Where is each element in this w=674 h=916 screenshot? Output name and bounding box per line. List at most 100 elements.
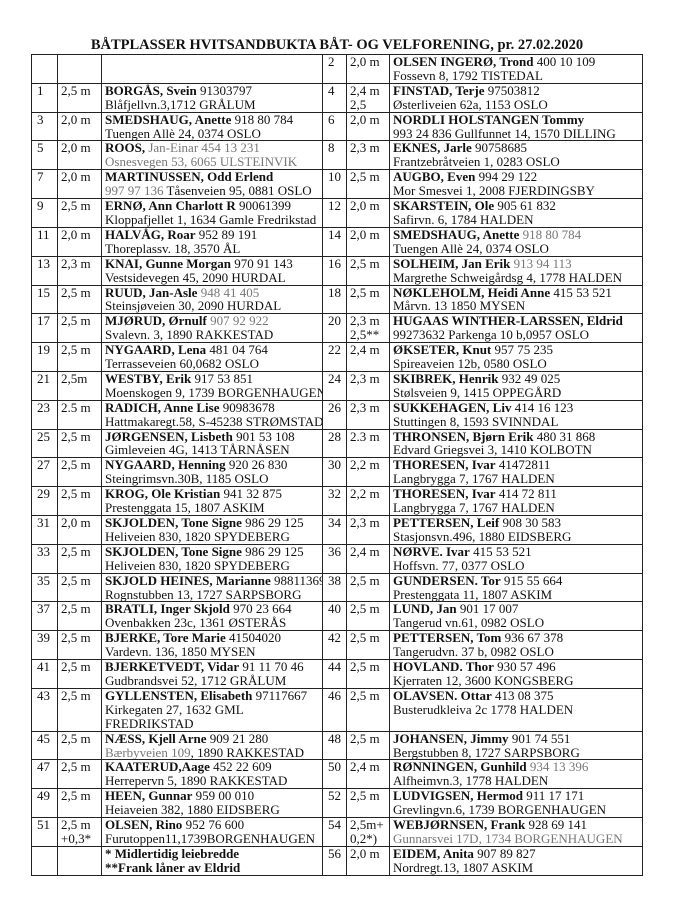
berth-number-cell xyxy=(31,54,58,84)
owner-line: Moenskogen 9, 1739 BORGENHAUGEN xyxy=(105,385,322,399)
owner-detail: Rognstubben 13, 1727 SARPSBORG xyxy=(105,586,302,602)
berth-number: 21 xyxy=(37,371,50,386)
owner-name: KNAI, Gunne Morgan xyxy=(105,256,232,271)
owner-line: Heliveien 830, 1820 SPYDEBERG xyxy=(105,528,319,544)
berth-width-cell: 2,4 m xyxy=(346,342,390,372)
owner-detail: Mor Smesvei 1, 2008 FJERDINGSBY xyxy=(393,183,595,199)
berth-width-cell: 2,5 m xyxy=(346,572,390,603)
berth-number-cell: 32 xyxy=(322,486,347,516)
owner-line: Ovenbakken 23c, 1361 ØSTERÅS xyxy=(105,616,319,630)
owner-detail: Blåfjellvn.3,1712 GRÅLUM xyxy=(105,96,256,112)
owner-line: Thoreplassv. 18, 3570 ÅL xyxy=(105,240,319,256)
owner-line: JOHANSEN, Jimmy 901 74 551 xyxy=(393,732,639,745)
owner-line: Mor Smesvei 1, 2008 FJERDINGSBY xyxy=(393,184,639,198)
owner-line: FREDRIKSTAD xyxy=(105,716,319,730)
owner-cell: SKJOLDEN, Tone Signe 986 29 125 Heliveien… xyxy=(101,515,323,545)
owner-line: Bergstubben 8, 1727 SARPSBORG xyxy=(393,745,639,759)
berth-width-cell: 2,4 m xyxy=(346,759,390,790)
berth-width: 2,4 m xyxy=(350,342,380,358)
owner-name: JØRGENSEN, Lisbeth xyxy=(105,429,233,444)
owner-detail: Osnesvegen 53, 6065 ULSTEINVIK xyxy=(105,154,298,170)
berth-number-cell: 48 xyxy=(322,730,347,761)
berth-width: 2,0 m xyxy=(350,112,380,127)
owner-cell: OLSEN INGERØ, Trond 400 10 109 Fossevn 8,… xyxy=(389,54,643,84)
berth-width: 2,3 m xyxy=(350,515,380,530)
berth-number: 6 xyxy=(328,112,335,127)
berth-number: 2 xyxy=(328,54,335,69)
berth-number: 46 xyxy=(328,688,341,703)
owner-line: Østerliveien 62a, 1153 OSLO xyxy=(393,97,639,111)
owner-line: Heliveien 830, 1820 SPYDEBERG xyxy=(105,558,319,572)
berth-width: 2,5 m xyxy=(61,759,91,775)
owner-line: FINSTAD, Terje 97503812 xyxy=(393,84,639,97)
berth-number: 56 xyxy=(328,846,341,861)
berth-width-cell: 2,0 m xyxy=(346,111,390,142)
owner-name: AUGBO, Even xyxy=(393,169,476,185)
owner-detail: Heliveien 830, 1820 SPYDEBERG xyxy=(105,528,290,544)
berth-width-cell: 2,0 m xyxy=(346,54,390,84)
berth-number: 22 xyxy=(328,342,341,358)
berth-width: 2,5 m xyxy=(61,659,91,675)
owner-line: Langbrygga 7, 1767 HALDEN xyxy=(393,501,639,515)
berth-number-cell: 40 xyxy=(322,601,347,632)
owner-detail: 911 17 171 xyxy=(523,788,585,804)
berth-number: 17 xyxy=(37,313,50,329)
berth-number: 51 xyxy=(37,817,50,833)
owner-line: SMEDSHAUG, Anette 918 80 784 xyxy=(105,113,319,126)
berth-number-cell: 36 xyxy=(322,543,347,574)
owner-line: Gimleveien 4G, 1413 TÅRNÅSEN xyxy=(105,443,319,457)
berth-width-cell: 2,5 m xyxy=(57,759,102,790)
owner-line: Gudbrandsvei 52, 1712 GRÅLUM xyxy=(105,674,319,688)
owner-line: 993 24 836 Gullfunnet 14, 1570 DILLING xyxy=(393,126,639,140)
table-row: 7 2,0 m MARTINUSSEN, Odd Erlend 997 97 136 … xyxy=(31,169,643,200)
berth-number-cell: 43 xyxy=(31,687,58,732)
owner-cell: EIDEM, Anita 907 89 827 Nordregt.13, 1807… xyxy=(389,845,643,876)
berth-width: 2,5 m xyxy=(61,198,91,214)
berth-number: 40 xyxy=(328,601,341,617)
owner-line: Osnesvegen 53, 6065 ULSTEINVIK xyxy=(105,155,319,169)
owner-detail: 997 97 136 xyxy=(105,183,164,199)
owner-detail: 952 76 600 xyxy=(182,817,245,833)
owner-detail: Thoreplassv. 18, 3570 ÅL xyxy=(105,240,241,256)
owner-line: BRATLI, Inger Skjold 970 23 664 xyxy=(105,603,319,616)
berth-width-cell: 2,5 m xyxy=(57,572,102,603)
owner-detail: Spireaveien 12b, 0580 OSLO xyxy=(393,356,547,372)
owner-line: Tangerudvn. 37 b, 0982 OSLO xyxy=(393,645,639,659)
owner-cell: PETTERSEN, Tom 936 67 378 Tangerudvn. 37 … xyxy=(389,630,643,661)
owner-detail: Tuengen Allè 24, 0374 OSLO xyxy=(105,125,261,141)
owner-detail: 90983678 xyxy=(219,400,275,415)
owner-detail: Margrethe Schweigårdsg 4, 1778 HALDEN xyxy=(393,269,623,285)
owner-line: SKJOLDEN, Tone Signe 986 29 125 xyxy=(105,516,319,529)
berth-width: 2,5 m xyxy=(350,285,380,300)
berth-number-cell: 13 xyxy=(31,255,58,286)
berth-width: 2,3 m xyxy=(350,140,380,156)
owner-name: SKJOLDEN, Tone Signe xyxy=(105,544,242,559)
berth-width: 2,0 m xyxy=(61,112,91,127)
owner-cell xyxy=(101,54,323,84)
owner-cell: MARTINUSSEN, Odd Erlend 997 97 136 Tåsenv… xyxy=(101,169,323,200)
owner-cell: PETTERSEN, Leif 908 30 583 Stasjonsvn.496… xyxy=(389,515,643,545)
owner-detail: 920 26 830 xyxy=(225,457,288,473)
berth-width: 2,3 m xyxy=(350,313,380,329)
owner-cell: JOHANSEN, Jimmy 901 74 551 Bergstubben 8,… xyxy=(389,730,643,761)
owner-line: HOVLAND. Thor 930 57 496 xyxy=(393,661,639,674)
owner-detail: 948 41 405 xyxy=(197,285,260,300)
berth-width: 2,3 m xyxy=(350,400,380,415)
owner-detail: Kirkegaten 27, 1632 GML xyxy=(105,701,244,717)
owner-line: NÆSS, Kjell Arne 909 21 280 xyxy=(105,732,319,745)
owner-cell: WESTBY, Erik 917 53 851 Moenskogen 9, 173… xyxy=(101,370,323,401)
owner-line: SKARSTEIN, Ole 905 61 832 xyxy=(393,198,639,214)
owner-cell: EKNES, Jarle 90758685 Frantzebråtveien 1,… xyxy=(389,140,643,171)
owner-detail: 905 61 832 xyxy=(494,198,556,214)
owner-detail: Steinsjøveien 30, 2090 HURDAL xyxy=(105,298,282,314)
owner-detail: 994 29 122 xyxy=(475,169,538,185)
owner-line: SMEDSHAUG, Anette 918 80 784 xyxy=(393,228,639,241)
owner-detail: Tangerudvn. 37 b, 0982 OSLO xyxy=(393,644,554,660)
owner-detail: Hoffsvn. 77, 0377 OSLO xyxy=(393,557,525,573)
owner-name: THRONSEN, Bjørn Erik xyxy=(393,429,534,444)
berth-number: 8 xyxy=(328,140,335,156)
owner-line: PETTERSEN, Tom 936 67 378 xyxy=(393,632,639,645)
berth-width-cell: 2,0 m xyxy=(346,198,390,228)
owner-line: HUGAAS WINTHER-LARSSEN, Eldrid xyxy=(393,315,639,328)
berth-number-cell: 30 xyxy=(322,457,347,488)
